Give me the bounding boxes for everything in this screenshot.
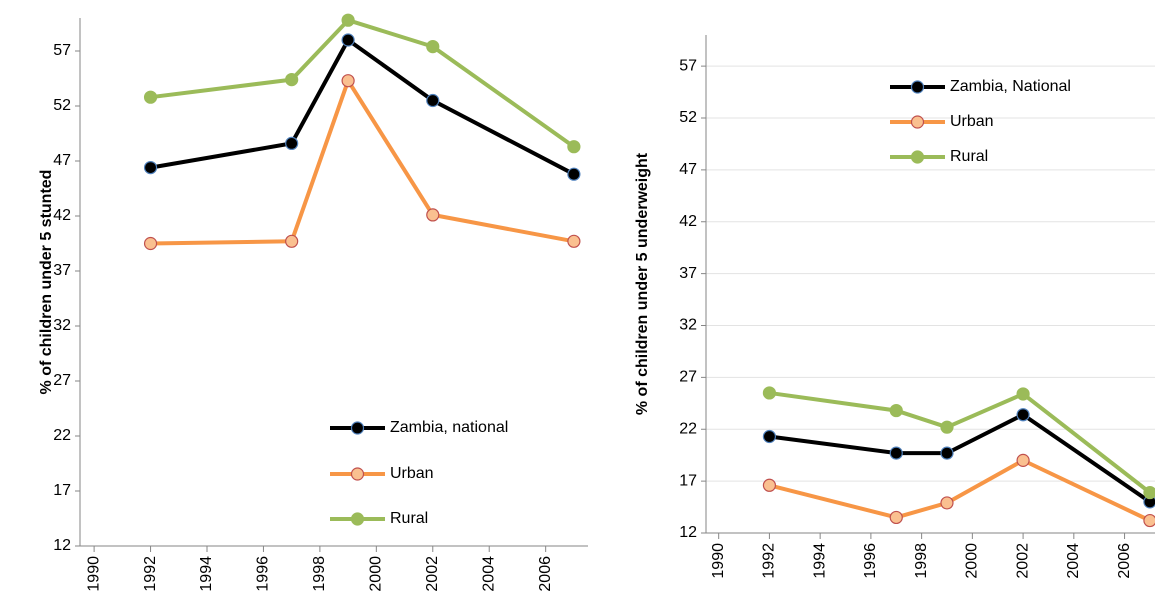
data-point <box>567 140 581 154</box>
legend-marker <box>910 115 925 129</box>
data-point <box>567 167 581 181</box>
x-tick-label: 1994 <box>811 543 828 579</box>
data-point <box>1143 485 1155 500</box>
legend-marker <box>910 80 925 94</box>
y-tick-label: 57 <box>679 57 697 74</box>
x-tick-label: 1990 <box>710 543 727 579</box>
data-point <box>341 13 355 27</box>
data-point <box>285 234 299 248</box>
data-point <box>1143 513 1155 528</box>
y-tick-label: 42 <box>53 207 71 224</box>
legend-label: Rural <box>950 148 988 165</box>
legend-marker <box>350 512 365 526</box>
data-point <box>940 496 954 510</box>
y-tick-label: 57 <box>53 42 71 59</box>
data-point <box>762 478 777 492</box>
x-tick-label: 1998 <box>913 543 930 579</box>
data-point <box>426 93 440 108</box>
data-point <box>1016 453 1030 467</box>
x-tick-label: 1996 <box>862 543 879 579</box>
y-tick-label: 42 <box>679 213 697 230</box>
y-tick-label: 12 <box>53 537 71 554</box>
data-point <box>1016 387 1030 401</box>
x-tick-label: 2004 <box>480 556 497 592</box>
x-tick-label: 2004 <box>1065 543 1082 579</box>
legend-marker <box>350 467 365 481</box>
legend-label: Zambia, national <box>390 419 508 436</box>
data-point <box>889 403 903 418</box>
plot: 12 17 22 27 32 37 42 47 52 57 1990 1992 1994 1996 1998… <box>38 13 588 592</box>
series-line <box>769 412 1152 504</box>
y-tick-label: 47 <box>679 161 697 178</box>
plot: 12 17 22 27 32 37 42 47 52 57 1990 1992 1994 1996 1998… <box>634 35 1155 579</box>
y-tick-label: 52 <box>53 97 71 114</box>
x-tick-label: 1998 <box>311 556 328 592</box>
legend-label: Rural <box>390 510 428 527</box>
y-tick-label: 17 <box>679 472 697 489</box>
legend-label: Urban <box>390 465 434 482</box>
y-tick-label: 32 <box>53 317 71 334</box>
data-point <box>341 74 355 88</box>
data-point <box>285 72 299 87</box>
data-point <box>940 446 954 460</box>
y-tick-label: 22 <box>53 427 71 444</box>
series-line <box>150 78 575 246</box>
data-point <box>1016 408 1030 422</box>
x-tick-label: 2002 <box>1014 543 1031 579</box>
data-point <box>762 429 777 444</box>
y-tick-label: 27 <box>53 372 71 389</box>
x-tick-label: 2002 <box>424 556 441 592</box>
x-tick-label: 2006 <box>1116 543 1133 579</box>
series-line <box>150 18 576 149</box>
legend-marker <box>910 150 925 164</box>
legend-label: Urban <box>950 113 994 130</box>
x-tick-label: 1990 <box>85 556 102 592</box>
y-tick-label: 22 <box>679 420 697 437</box>
data-point <box>889 446 903 460</box>
y-tick-label: 37 <box>53 262 71 279</box>
data-point <box>889 510 903 525</box>
series-line <box>150 38 575 176</box>
x-tick-label: 1996 <box>255 556 272 592</box>
x-tick-label: 2000 <box>368 556 385 592</box>
x-tick-label: 2000 <box>964 543 981 579</box>
y-tick-label: 47 <box>53 152 71 169</box>
data-point <box>567 234 581 248</box>
y-tick-label: 27 <box>679 369 697 386</box>
y-axis-label: % of children under 5 stunted <box>38 170 55 395</box>
legend-marker <box>350 421 365 435</box>
y-tick-label: 37 <box>679 265 697 282</box>
series-line <box>768 458 1151 523</box>
data-point <box>285 136 299 150</box>
data-point <box>940 420 954 434</box>
data-point <box>143 236 158 251</box>
data-point <box>341 33 355 47</box>
x-tick-label: 1994 <box>198 556 215 592</box>
y-tick-label: 32 <box>679 317 697 334</box>
y-tick-label: 52 <box>679 109 697 126</box>
y-tick-label: 12 <box>679 524 697 541</box>
data-point <box>143 161 158 175</box>
legend-label: Zambia, National <box>950 78 1071 95</box>
data-point <box>762 386 777 400</box>
data-point <box>426 39 440 54</box>
x-tick-label: 1992 <box>761 543 778 579</box>
x-tick-label: 2006 <box>537 556 554 592</box>
data-point <box>143 90 158 104</box>
data-point <box>426 208 440 222</box>
y-axis-label: % of children under 5 underweight <box>634 152 651 415</box>
y-tick-label: 17 <box>53 482 71 499</box>
x-tick-label: 1992 <box>142 556 159 592</box>
